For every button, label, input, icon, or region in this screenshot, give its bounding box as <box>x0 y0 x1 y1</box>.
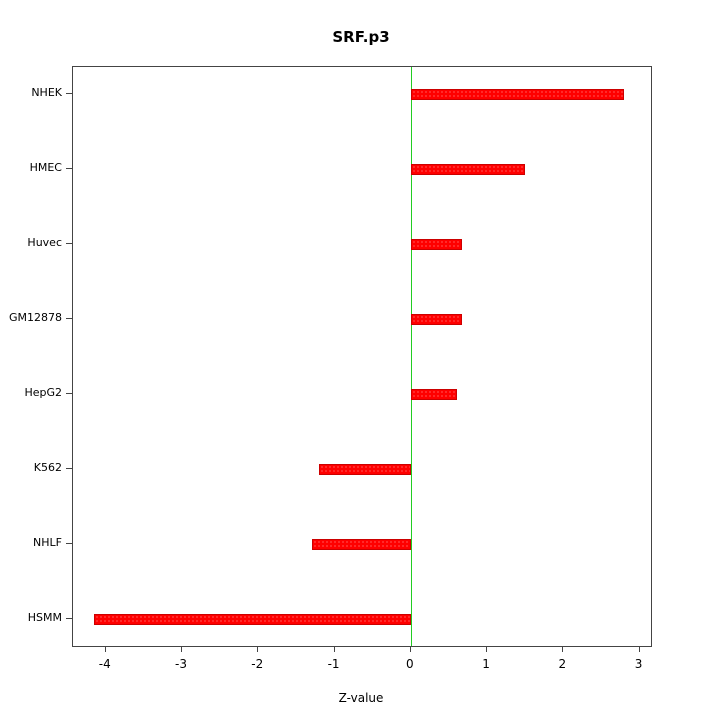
bar-gm12878 <box>410 313 462 325</box>
x-axis-tick <box>181 646 183 652</box>
x-axis-tick <box>104 646 106 652</box>
y-axis-tick <box>66 168 72 169</box>
x-axis-title: Z-value <box>338 691 384 705</box>
zero-reference-line <box>410 67 412 646</box>
x-axis-tick <box>486 646 488 652</box>
y-axis-label-hmec: HMEC <box>29 161 62 174</box>
x-tick-label-1: 1 <box>482 657 490 671</box>
y-axis-tick <box>66 468 72 469</box>
y-axis-label-hsmm: HSMM <box>27 611 62 624</box>
y-axis-label-nhlf: NHLF <box>33 536 62 549</box>
x-axis-tick <box>257 646 259 652</box>
x-tick-label-2: 2 <box>558 657 567 671</box>
bar-huvec <box>410 238 462 250</box>
bar-hepg2 <box>410 388 457 400</box>
bar-hmec <box>410 163 526 175</box>
y-axis-label-gm12878: GM12878 <box>8 311 62 324</box>
x-axis-tick <box>409 646 411 652</box>
x-tick-label--2: -2 <box>251 657 264 671</box>
plot-area <box>72 66 652 647</box>
bar-k562 <box>319 463 411 475</box>
y-axis-label-hepg2: HepG2 <box>24 386 62 399</box>
y-axis-label-huvec: Huvec <box>27 236 62 249</box>
y-axis-tick <box>66 543 72 544</box>
y-axis-label-k562: K562 <box>33 461 62 474</box>
y-axis-tick <box>66 318 72 319</box>
y-axis-tick <box>66 93 72 94</box>
y-axis-tick <box>66 243 72 244</box>
chart-title: SRF.p3 <box>332 28 390 46</box>
x-tick-label--3: -3 <box>175 657 188 671</box>
x-axis-tick <box>562 646 564 652</box>
x-tick-label--4: -4 <box>98 657 111 671</box>
y-axis-tick <box>66 618 72 619</box>
x-axis-tick <box>638 646 640 652</box>
bar-nhlf <box>311 538 411 550</box>
x-axis-tick <box>333 646 335 652</box>
x-tick-label-0: 0 <box>405 657 414 671</box>
x-tick-label--1: -1 <box>327 657 340 671</box>
x-tick-label-3: 3 <box>634 657 643 671</box>
bar-nhek <box>410 88 625 100</box>
y-axis-tick <box>66 393 72 394</box>
bar-hsmm <box>94 613 411 625</box>
y-axis-label-nhek: NHEK <box>31 86 62 99</box>
